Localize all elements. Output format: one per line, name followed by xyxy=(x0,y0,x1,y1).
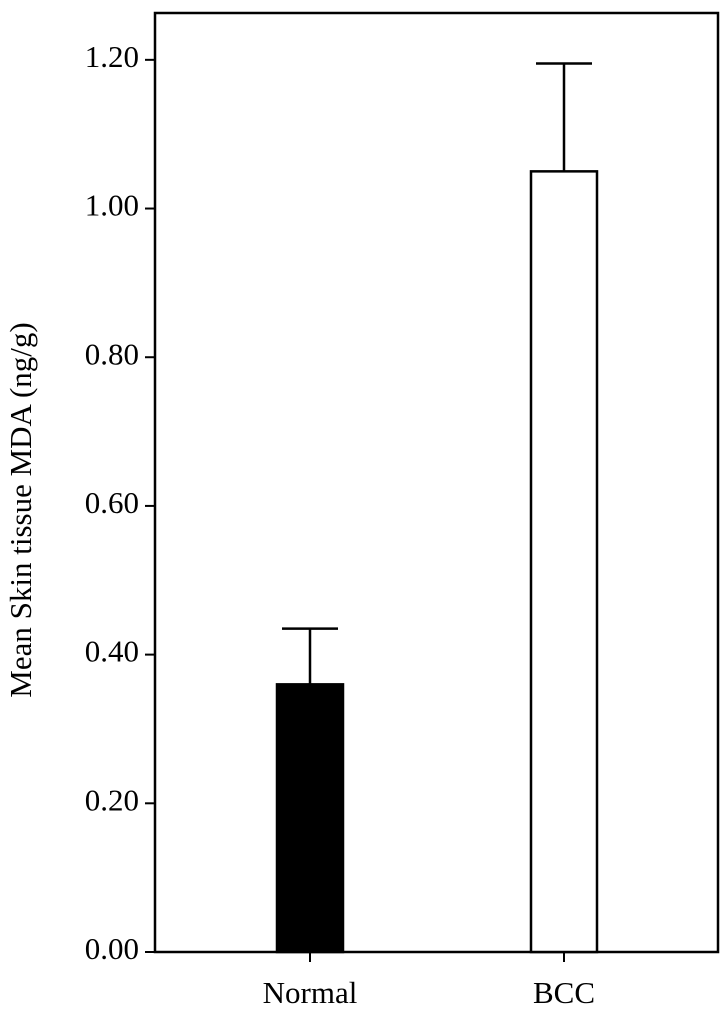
x-tick-label: Normal xyxy=(263,975,358,1010)
bar xyxy=(529,170,599,954)
y-tick-label: 0.20 xyxy=(85,782,139,817)
y-tick-label: 1.20 xyxy=(85,39,139,74)
y-tick-label: 1.00 xyxy=(85,188,139,223)
plot-frame xyxy=(153,11,720,954)
y-axis-label: Mean Skin tissue MDA (ng/g) xyxy=(3,322,38,697)
x-tick-label: BCC xyxy=(533,975,595,1010)
bar xyxy=(275,683,345,954)
y-tick-label: 0.00 xyxy=(85,931,139,966)
y-tick-label: 0.80 xyxy=(85,336,139,371)
y-tick-label: 0.60 xyxy=(85,485,139,520)
y-tick-label: 0.40 xyxy=(85,634,139,669)
